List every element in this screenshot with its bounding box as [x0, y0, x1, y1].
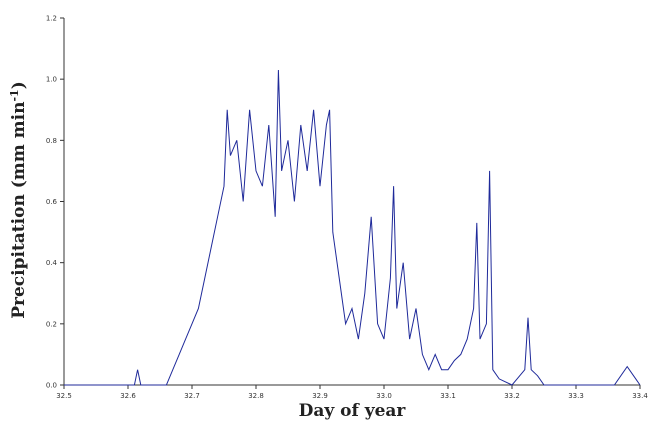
x-axis-label: Day of year: [299, 401, 407, 421]
y-tick-label: 0.6: [46, 198, 58, 206]
x-tick-label: 33.1: [440, 392, 456, 400]
x-tick-label: 32.7: [184, 392, 200, 400]
x-tick-label: 33.3: [568, 392, 584, 400]
y-tick-label: 1.0: [46, 76, 57, 84]
y-tick-label: 0.8: [46, 137, 57, 145]
series-line: [64, 69, 641, 386]
y-axis-label-close: ): [9, 81, 29, 89]
y-axis-label-superscript: -1: [8, 89, 21, 101]
plot-area: 32.5 32.6 32.7 32.8 32.9 33.0 33.1 33.2 33.3 33.4…: [46, 15, 648, 401]
x-tick-label: 33.4: [632, 392, 648, 400]
y-tick-label: 0.2: [46, 320, 57, 328]
y-axis-label-main: Precipitation (mm min: [9, 102, 29, 319]
x-tick-label: 32.5: [56, 392, 72, 400]
x-tick-label: 33.2: [504, 392, 520, 400]
x-tick-label: 32.9: [312, 392, 328, 400]
y-tick-label: 0.4: [46, 259, 58, 267]
x-tick-label: 32.6: [120, 392, 136, 400]
x-tick-label: 33.0: [376, 392, 392, 400]
y-tick-label: 1.2: [46, 15, 57, 23]
y-tick-label: 0.0: [46, 382, 57, 390]
x-tick-label: 32.8: [248, 392, 264, 400]
y-axis-label: Precipitation (mm min-1): [8, 81, 29, 319]
